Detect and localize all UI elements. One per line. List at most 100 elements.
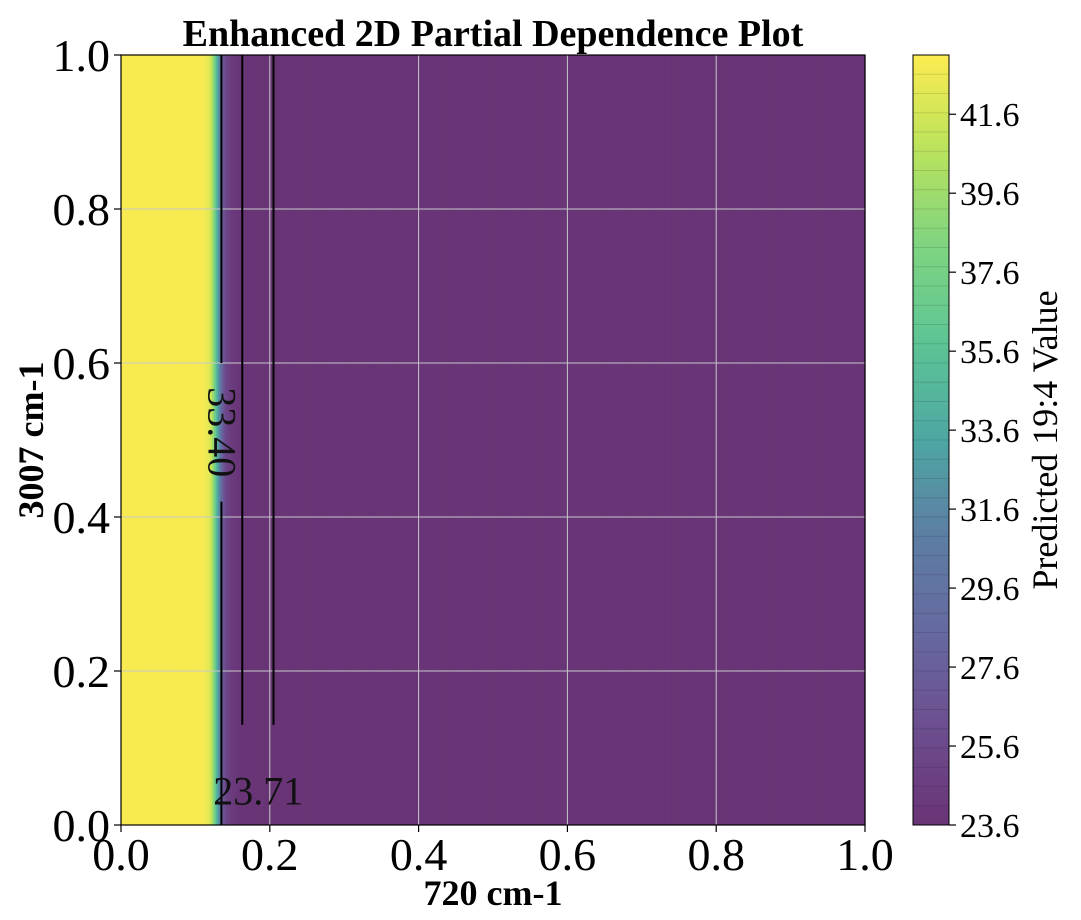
heatmap-cell: [409, 55, 412, 825]
heatmap-cell: [204, 55, 208, 825]
colorbar-tick-label: 27.6: [960, 650, 1020, 687]
heatmap-cell: [208, 55, 211, 825]
heatmap-cell: [651, 55, 654, 825]
heatmap-cell: [719, 55, 723, 825]
colorbar-scale: [912, 54, 950, 826]
heatmap-cell: [794, 55, 797, 825]
heatmap-cell: [383, 55, 386, 825]
heatmap-cell: [740, 55, 743, 825]
heatmap-cell: [533, 55, 537, 825]
heatmap-cell: [600, 55, 604, 825]
heatmap-cell: [677, 55, 680, 825]
heatmap-cell: [355, 55, 358, 825]
heatmap-cell: [481, 55, 485, 825]
heatmap-cell: [699, 55, 702, 825]
heatmap-cell: [150, 55, 154, 825]
heatmap-cell: [342, 55, 345, 825]
heatmap-cell: [716, 55, 719, 825]
heatmap-cell: [487, 55, 490, 825]
heatmap-cell: [652, 55, 656, 825]
heatmap-cell: [675, 55, 678, 825]
heatmap-cell: [444, 55, 448, 825]
heatmap-cell: [714, 55, 717, 825]
heatmap-cell: [494, 55, 498, 825]
heatmap-cell: [370, 55, 373, 825]
heatmap-cell: [829, 55, 833, 825]
heatmap-cell: [385, 55, 388, 825]
heatmap-cell: [515, 55, 518, 825]
heatmap-cell: [145, 55, 148, 825]
heatmap-cell: [692, 55, 695, 825]
heatmap-cell: [124, 55, 128, 825]
heatmap-cell: [835, 55, 838, 825]
colorbar-tick-label: 41.6: [960, 97, 1020, 134]
heatmap-cell: [610, 55, 613, 825]
heatmap-cell: [753, 55, 756, 825]
heatmap-cell: [649, 55, 652, 825]
heatmap-cell: [580, 55, 583, 825]
heatmap-cell: [493, 55, 496, 825]
heatmap-cell: [288, 55, 291, 825]
heatmap-cell: [667, 55, 671, 825]
heatmap-cell: [323, 55, 327, 825]
heatmap-cell: [695, 55, 699, 825]
colorbar-tick-label: 35.6: [960, 334, 1020, 371]
heatmap-cell: [664, 55, 667, 825]
y-tick-label: 0.4: [53, 492, 111, 543]
heatmap-cell: [798, 55, 801, 825]
heatmap-cell: [401, 55, 405, 825]
heatmap-cell: [253, 55, 256, 825]
heatmap-cell: [647, 55, 650, 825]
contour-label: 33.40: [199, 387, 244, 477]
heatmap-cell: [327, 55, 330, 825]
heatmap-cell: [132, 55, 135, 825]
heatmap-cell: [688, 55, 691, 825]
heatmap-cell: [310, 55, 314, 825]
heatmap-cell: [472, 55, 475, 825]
heatmap-cell: [433, 55, 436, 825]
heatmap-cell: [639, 55, 643, 825]
heatmap-cell: [450, 55, 453, 825]
heatmap-cell: [537, 55, 541, 825]
heatmap-cell: [329, 55, 332, 825]
heatmap-cell: [558, 55, 561, 825]
heatmap-cell: [161, 55, 165, 825]
heatmap-cell: [251, 55, 254, 825]
heatmap-cell: [347, 55, 351, 825]
heatmap-cell: [638, 55, 641, 825]
heatmap-cell: [656, 55, 660, 825]
heatmap-cell: [373, 55, 377, 825]
heatmap-cell: [254, 55, 258, 825]
heatmap-cell: [403, 55, 407, 825]
heatmap-cell: [496, 55, 500, 825]
heatmap-cell: [749, 55, 753, 825]
heatmap-cell: [180, 55, 183, 825]
heatmap-cell: [128, 55, 131, 825]
heatmap-cell: [705, 55, 708, 825]
heatmap-cell: [202, 55, 206, 825]
heatmap-cell: [645, 55, 648, 825]
heatmap-cell: [766, 55, 769, 825]
heatmap-cell: [474, 55, 477, 825]
heatmap-cell: [703, 55, 706, 825]
heatmap-cell: [154, 55, 157, 825]
heatmap-cell: [215, 55, 219, 825]
heatmap-cell: [559, 55, 563, 825]
heatmap-cell: [669, 55, 673, 825]
heatmap-cell: [470, 55, 474, 825]
heatmap-cell: [466, 55, 470, 825]
heatmap-cell: [569, 55, 572, 825]
colorbar-tick-label: 39.6: [960, 176, 1020, 213]
heatmap-cell: [758, 55, 762, 825]
heatmap-cell: [336, 55, 340, 825]
heatmap-cell: [565, 55, 568, 825]
heatmap-cell: [139, 55, 143, 825]
heatmap-cell: [147, 55, 150, 825]
heatmap-cell: [796, 55, 799, 825]
heatmap-cell: [671, 55, 675, 825]
heatmap-cell: [602, 55, 606, 825]
heatmap-cell: [197, 55, 200, 825]
heatmap-cell: [130, 55, 133, 825]
heatmap-cell: [225, 55, 228, 825]
